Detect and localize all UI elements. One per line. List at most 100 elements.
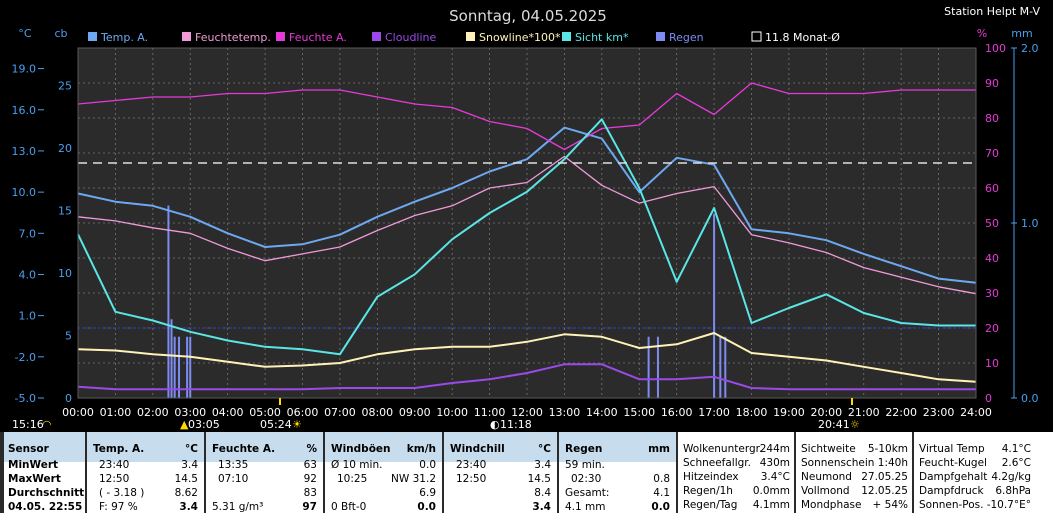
misc3-value-1: 2.6°C [1001,457,1031,469]
chill-avg-value: 8.4 [534,487,551,499]
misc2-label-4: Mondphase [801,499,862,511]
tick-label-x-23: 23:00 [923,406,955,419]
event-time-4: 20:41 [818,418,850,431]
tick-label-x-1: 01:00 [100,406,132,419]
tick-label-pct-3: 70 [985,147,999,160]
series-line-2 [77,82,976,151]
regen-header: Regen [565,443,603,455]
misc2-label-2: Neumond [801,471,852,483]
series-line-3 [77,363,976,391]
legend-label-0: Temp. A. [100,31,148,44]
misc3-value-2: 4.2g/kg [991,471,1031,483]
astro-events: 15:16◠ 03:05▲ 05:24 ☀ 11:18◐ 20:41 ☼ [12,398,860,431]
tick-label-x-7: 07:00 [324,406,356,419]
feuchte-now-note: 5.31 g/m³ [212,501,264,513]
tick-label-x-17: 17:00 [698,406,730,419]
chill-now-value: 3.4 [532,501,551,513]
sunset-icon: ☼ [850,418,860,431]
tick-label-cb-0: 25 [58,80,72,93]
tick-label-cb-2: 15 [58,205,72,218]
legend-swatch-1 [182,32,191,41]
unit-cb: cb [54,27,67,40]
rain-bar-7 [656,336,659,398]
chart-title: Sonntag, 04.05.2025 [449,7,607,25]
legend-label-6: Regen [669,31,704,44]
tick-label-mm-2: 0.0 [1021,392,1039,405]
series-lines [77,82,977,391]
misc2-value-4: + 54% [872,499,908,511]
wind-avg-value: 0.0 [419,459,436,471]
tick-label-pct-8: 20 [985,322,999,335]
series-line-5 [77,118,976,356]
regen-max-time: 02:30 [571,473,602,485]
rain-bar-6 [647,336,650,398]
series-line-1 [77,155,977,295]
rain-bar-5 [189,336,192,398]
grid [77,48,977,398]
tick-label-x-14: 14:00 [586,406,618,419]
misc1-value-0: 244m [759,443,790,455]
tick-label-pct-2: 80 [985,112,999,125]
wind-now-note: 0 Bft-0 [331,501,367,513]
regen-period-label: 59 min. [565,459,605,471]
misc1-label-0: Wolkenuntergr. [683,443,763,455]
feuchte-min-value: 63 [303,459,317,471]
row-label-min: MinWert [8,459,59,471]
regen-unit: mm [648,443,670,455]
tick-label-pct-6: 40 [985,252,999,265]
event-time-1: 03:05 [188,418,220,431]
col-regen: Regen mm 59 min. 02:30 0.8 Gesamt: 4.1 4… [559,432,676,513]
tick-label-x-9: 09:00 [399,406,431,419]
tick-label-c-0: 19.0 [12,63,37,76]
misc2-value-0: 5-10km [867,443,908,455]
tick-label-x-24: 24:00 [960,406,992,419]
tick-label-x-6: 06:00 [287,406,319,419]
tick-label-x-2: 02:00 [137,406,169,419]
misc3-label-3: Dampfdruck [919,485,984,497]
regen-now-note: 4.1 mm [565,501,606,513]
unit-mm: mm [1011,27,1032,40]
tick-label-mm-1: 1.0 [1021,217,1039,230]
chart-legend: Temp. A. Feuchtetemp. Feuchte A. Cloudline S… [88,31,840,44]
legend-label-7: 11.8 Monat-Ø [765,31,840,44]
wind-mean-value: 6.9 [419,487,436,499]
col-windchill: Windchill °C 23:40 3.4 12:50 14.5 8.4 3.… [444,432,557,513]
misc1-label-2: Hitzeindex [683,471,739,483]
unit-celsius: °C [18,27,32,40]
legend-label-4: Snowline*100* [479,31,561,44]
stats-table: Sensor MinWert MaxWert Durchschnitt 04.0… [0,432,1053,513]
row-label-avg: Durchschnitt [8,487,85,499]
moon-phase-icon: ◐ [490,418,500,431]
legend-label-2: Feuchte A. [289,31,347,44]
tick-label-c-7: -2.0 [15,351,36,364]
temp-min-value: 3.4 [181,459,198,471]
col-feuchte: Feuchte A. % 13:35 63 07:10 92 83 5.31 g… [206,432,323,513]
misc1-label-1: Schneefallgr. [683,457,751,469]
misc3-label-0: Virtual Temp [919,443,985,455]
misc3-label-2: Dampfgehalt [919,471,988,483]
legend-swatch-3 [372,32,381,41]
tick-label-c-3: 10.0 [12,186,37,199]
col-misc3: Virtual Temp 4.1°C Feucht-Kugel 2.6°C Da… [914,432,1053,513]
regen-total-label: Gesamt: [565,487,610,499]
legend-swatch-0 [88,32,97,41]
misc2-value-3: 12.05.25 [861,485,908,497]
misc3-value-4: -10.7°E° [986,499,1031,511]
rain-bar-2 [173,336,176,398]
legend-swatch-2 [276,32,285,41]
tick-label-cb-4: 5 [65,330,72,343]
col-wind: Windböen km/h Ø 10 min. 0.0 10:25 NW 31.… [325,432,442,513]
tick-label-cb-5: 0 [65,392,72,405]
tick-label-x-20: 20:00 [810,406,842,419]
tick-label-pct-1: 90 [985,77,999,90]
chill-max-value: 14.5 [527,473,551,485]
chill-min-value: 3.4 [534,459,551,471]
misc2-value-2: 27.05.25 [861,471,908,483]
tick-label-cb-3: 10 [58,267,72,280]
legend-label-5: Sicht km* [575,31,629,44]
tick-label-x-15: 15:00 [623,406,655,419]
chill-unit: °C [538,443,551,455]
misc3-label-4: Sonnen-Pos. [919,499,984,511]
tick-label-x-0: 00:00 [62,406,94,419]
weather-chart: Sonntag, 04.05.2025 Station Helpt M-V °C… [12,5,1041,431]
